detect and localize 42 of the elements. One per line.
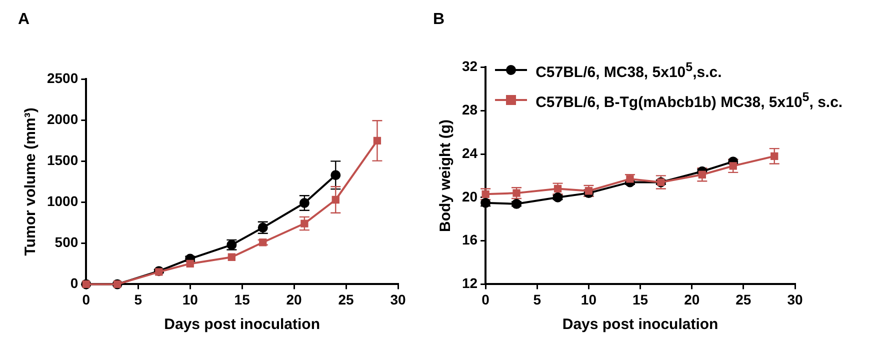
- x-tick-label: 0: [82, 291, 90, 308]
- legend-label: C57BL/6, B-Tg(mAbcb1b) MC38, 5x10$^{5}$, s.c.: [536, 89, 843, 114]
- y-axis-title: Body weight (g): [437, 119, 454, 232]
- point: [373, 136, 382, 145]
- point: [332, 196, 340, 204]
- y-tick-label: 24: [462, 144, 478, 161]
- point: [552, 192, 563, 202]
- point: [512, 198, 522, 209]
- y-axis-title: Tumor volume (mm³): [22, 108, 40, 256]
- y-tick-label: 16: [462, 232, 478, 248]
- legend-label: C57BL/6, MC38, 5x10$^{5}$,s.c.: [536, 59, 722, 84]
- x-tick-label: 15: [632, 291, 648, 308]
- y-tick-label: 2500: [46, 70, 78, 86]
- x-tick-label: 5: [533, 291, 542, 308]
- y-tick-label: 20: [462, 188, 478, 204]
- y-tick-label: 28: [462, 101, 478, 118]
- x-axis-title: Days post inoculation: [562, 316, 718, 334]
- x-tick-label: 20: [684, 291, 700, 308]
- y-tick-label: 1500: [46, 152, 78, 168]
- x-tick-label: 10: [580, 291, 597, 308]
- x-tick-label: 15: [234, 291, 250, 308]
- x-tick-label: 5: [134, 291, 142, 308]
- chart-title: A: [18, 11, 30, 28]
- x-tick-label: 25: [338, 291, 354, 308]
- x-tick-label: 25: [736, 291, 752, 308]
- y-tick-label: 500: [54, 234, 78, 250]
- y-tick-label: 32: [462, 58, 478, 74]
- x-tick-label: 30: [787, 291, 803, 308]
- x-tick-label: 0: [482, 291, 490, 308]
- x-tick-label: 20: [286, 291, 302, 308]
- y-tick-label: 1000: [46, 193, 78, 210]
- y-tick-label: 12: [462, 275, 478, 292]
- y-tick-label: 0: [70, 275, 78, 292]
- y-tick-label: 2000: [46, 111, 78, 128]
- x-tick-label: 30: [390, 291, 406, 308]
- point: [228, 253, 236, 261]
- x-axis-title: Days post inoculation: [164, 316, 320, 334]
- point: [186, 260, 194, 268]
- x-tick-label: 10: [182, 291, 198, 308]
- chart-title: B: [433, 11, 445, 28]
- point: [480, 188, 492, 200]
- point: [330, 170, 341, 180]
